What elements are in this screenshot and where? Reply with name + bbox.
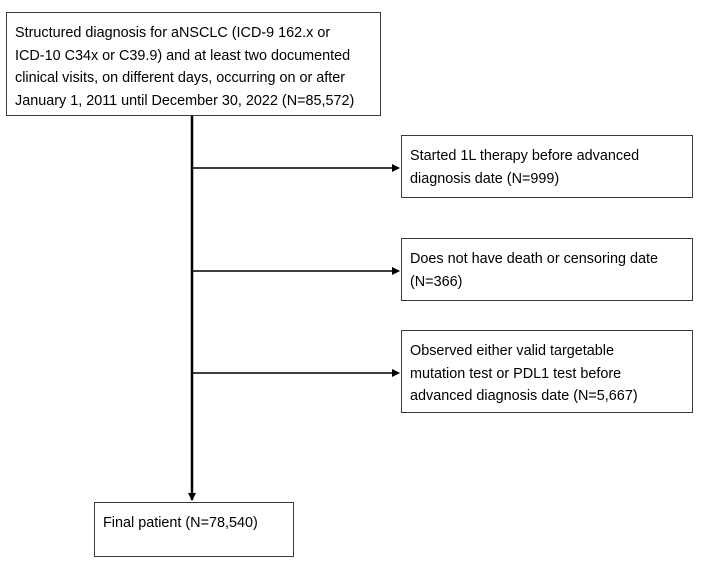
exclusion-box-line: Observed either valid targetable bbox=[410, 343, 614, 359]
start-box-line: clinical visits, on different days, occu… bbox=[15, 70, 346, 86]
exclusion-box-line: Started 1L therapy before advanced bbox=[410, 148, 640, 164]
start-box-line: January 1, 2011 until December 30, 2022 … bbox=[15, 92, 355, 109]
cohort-start-box: Structured diagnosis for aNSCLC (ICD-9 1… bbox=[6, 12, 381, 116]
exclusion-box-line: (N=366) bbox=[410, 273, 463, 290]
final-cohort-box: Final patient (N=78,540) bbox=[94, 502, 294, 557]
exclusion-box-mutation-test: Observed either valid targetable mutatio… bbox=[401, 330, 693, 413]
exclusion-box-line: mutation test or PDL1 test before bbox=[410, 365, 622, 382]
exclusion-box-1l-therapy: Started 1L therapy before advanced diagn… bbox=[401, 135, 693, 198]
exclusion-box-death-censoring: Does not have death or censoring date (N… bbox=[401, 238, 693, 301]
start-box-line: ICD-10 C34x or C39.9) and at least two d… bbox=[15, 47, 351, 64]
exclusion-box-line: Does not have death or censoring date bbox=[410, 251, 659, 267]
exclusion-box-line: diagnosis date (N=999) bbox=[410, 170, 560, 187]
exclusion-box-line: advanced diagnosis date (N=5,667) bbox=[410, 388, 638, 404]
start-box-line: Structured diagnosis for aNSCLC (ICD-9 1… bbox=[15, 25, 331, 41]
final-box-line: Final patient (N=78,540) bbox=[103, 515, 258, 531]
